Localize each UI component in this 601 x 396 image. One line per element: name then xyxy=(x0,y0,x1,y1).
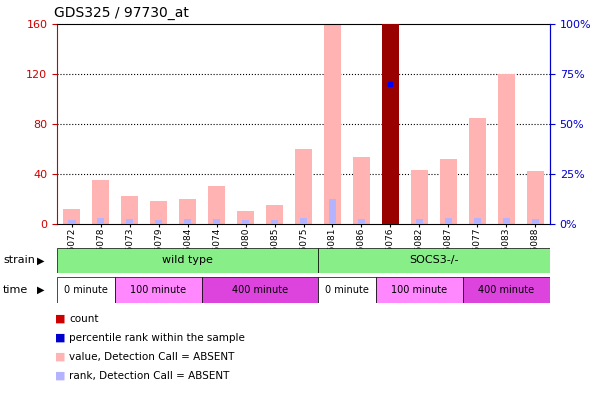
Text: ■: ■ xyxy=(55,352,66,362)
Text: 100 minute: 100 minute xyxy=(391,285,448,295)
Text: time: time xyxy=(3,285,28,295)
Text: GDS325 / 97730_at: GDS325 / 97730_at xyxy=(54,6,189,20)
Text: ■: ■ xyxy=(55,314,66,324)
Text: ▶: ▶ xyxy=(37,255,44,265)
Bar xyxy=(126,219,133,224)
Bar xyxy=(63,209,81,224)
Bar xyxy=(213,219,221,224)
Bar xyxy=(415,219,423,224)
Bar xyxy=(463,277,550,303)
Bar xyxy=(184,219,192,224)
Bar xyxy=(410,170,428,224)
Bar xyxy=(526,171,544,224)
Bar xyxy=(469,118,486,224)
Text: count: count xyxy=(69,314,99,324)
Bar xyxy=(445,218,453,224)
Bar xyxy=(154,220,162,224)
Bar xyxy=(329,199,337,224)
Bar xyxy=(115,277,202,303)
Bar xyxy=(57,248,318,273)
Bar xyxy=(270,220,278,224)
Bar xyxy=(474,218,481,224)
Bar xyxy=(531,219,539,224)
Bar xyxy=(242,220,249,224)
Bar xyxy=(150,201,167,224)
Bar xyxy=(237,211,254,224)
Text: ▶: ▶ xyxy=(37,285,44,295)
Bar xyxy=(318,277,376,303)
Bar xyxy=(498,74,515,224)
Bar xyxy=(502,218,510,224)
Text: SOCS3-/-: SOCS3-/- xyxy=(409,255,459,265)
Text: 400 minute: 400 minute xyxy=(478,285,534,295)
Text: percentile rank within the sample: percentile rank within the sample xyxy=(69,333,245,343)
Bar xyxy=(299,218,308,224)
Text: 100 minute: 100 minute xyxy=(130,285,187,295)
Text: 400 minute: 400 minute xyxy=(232,285,288,295)
Bar xyxy=(318,248,550,273)
Bar xyxy=(202,277,318,303)
Bar xyxy=(57,277,115,303)
Bar xyxy=(353,158,370,224)
Text: rank, Detection Call = ABSENT: rank, Detection Call = ABSENT xyxy=(69,371,230,381)
Text: 0 minute: 0 minute xyxy=(64,285,108,295)
Bar xyxy=(179,199,197,224)
Bar xyxy=(121,196,138,224)
Bar xyxy=(358,219,365,224)
Bar xyxy=(92,180,109,224)
Text: ■: ■ xyxy=(55,371,66,381)
Bar xyxy=(382,24,399,224)
Bar xyxy=(266,205,283,224)
Text: 0 minute: 0 minute xyxy=(325,285,369,295)
Bar xyxy=(440,159,457,224)
Text: strain: strain xyxy=(3,255,35,265)
Bar xyxy=(295,149,312,224)
Bar xyxy=(376,277,463,303)
Text: wild type: wild type xyxy=(162,255,213,265)
Bar xyxy=(97,218,105,224)
Text: value, Detection Call = ABSENT: value, Detection Call = ABSENT xyxy=(69,352,234,362)
Bar xyxy=(68,220,76,224)
Text: ■: ■ xyxy=(55,333,66,343)
Bar xyxy=(208,186,225,224)
Bar xyxy=(324,24,341,224)
